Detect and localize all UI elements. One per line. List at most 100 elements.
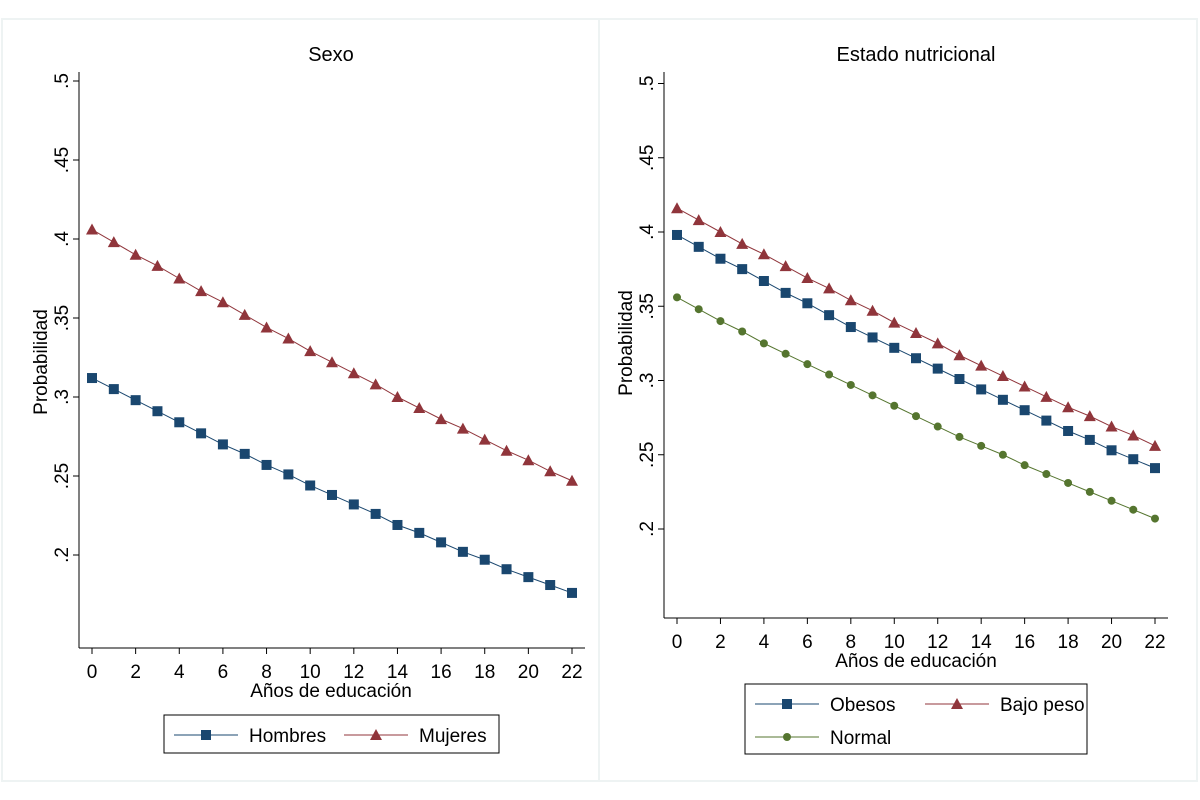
data-point [716, 317, 725, 326]
data-point [86, 223, 98, 235]
data-point [1063, 425, 1074, 436]
y-tick-labels: .2 .25 .3 .35 .4 .45 .5 [52, 73, 79, 563]
data-point [457, 546, 468, 557]
plot-area [78, 72, 585, 649]
data-point [500, 444, 513, 456]
x-tick-label: 2 [130, 662, 141, 683]
y-tick-label: .2 [637, 521, 658, 537]
data-point [435, 413, 448, 425]
legend-label: Bajo peso [1000, 695, 1085, 716]
data-point [216, 296, 229, 308]
data-point [456, 422, 469, 434]
y-tick-label: .35 [637, 293, 658, 319]
plot-area [663, 72, 1168, 619]
data-point [436, 537, 447, 548]
data-point [801, 272, 814, 284]
data-point [239, 448, 250, 459]
data-point [1019, 405, 1030, 416]
x-tick-label: 12 [927, 632, 948, 653]
data-point [282, 332, 295, 344]
data-point [107, 236, 120, 248]
data-point [910, 326, 922, 338]
data-point [1062, 401, 1075, 413]
data-point [195, 285, 208, 297]
data-point [1084, 434, 1095, 445]
data-point [1064, 478, 1073, 487]
data-point [672, 229, 682, 240]
y-axis-label: Probabilidad [31, 309, 52, 415]
data-point [129, 248, 142, 260]
data-point [566, 474, 578, 486]
data-point [715, 253, 726, 264]
x-tick-labels: 0 2 4 6 8 10 12 14 16 18 20 22 [672, 618, 1166, 653]
series-line-hombres [91, 377, 573, 594]
x-tick-label: 16 [431, 662, 452, 683]
legend-item: Bajo peso [925, 695, 1085, 716]
data-point [1020, 461, 1029, 470]
y-tick-label: .4 [637, 224, 658, 240]
data-point [757, 248, 770, 260]
chart-title: Estado nutricional [837, 44, 996, 66]
data-point [478, 433, 491, 445]
data-point [1105, 420, 1118, 432]
data-point [1127, 429, 1140, 441]
data-point [151, 259, 164, 271]
data-point [996, 370, 1009, 382]
data-point [544, 465, 557, 477]
y-tick-label: .5 [637, 76, 658, 92]
data-point [414, 527, 425, 538]
x-tick-label: 12 [343, 662, 364, 683]
data-point [283, 469, 294, 480]
y-tick-label: .2 [52, 547, 73, 563]
data-point [954, 374, 965, 385]
legend-marker [370, 729, 382, 740]
data-point [174, 417, 185, 428]
data-point [1149, 439, 1161, 451]
data-point [997, 394, 1008, 405]
data-point [369, 378, 382, 390]
chart-panel-estado-nutricional: Estado nutricional .2 .25 .3 .35 .4 .45 .5 0 2 4… [616, 44, 1168, 755]
x-axis-label: Años de educación [250, 681, 412, 702]
legend-marker [782, 699, 792, 709]
data-point [975, 359, 988, 371]
x-tick-label: 22 [1144, 632, 1165, 653]
data-point [392, 519, 403, 530]
series-line-mujeres [91, 229, 573, 482]
data-point [413, 402, 426, 414]
y-tick-label: .45 [52, 147, 73, 173]
data-point [866, 304, 879, 316]
data-point [1150, 463, 1160, 474]
data-point [931, 337, 944, 349]
x-tick-label: 14 [387, 662, 409, 683]
data-point [738, 327, 747, 336]
data-point [1128, 454, 1139, 465]
data-point [823, 282, 836, 294]
data-point [977, 441, 986, 450]
data-point [890, 401, 899, 410]
x-tick-label: 20 [518, 662, 539, 683]
y-tick-label: .5 [52, 73, 73, 89]
data-point [522, 454, 535, 466]
data-point [370, 508, 381, 519]
data-point [479, 554, 490, 565]
x-tick-label: 2 [715, 632, 726, 653]
data-point [260, 321, 273, 333]
data-point [845, 322, 856, 333]
legend-label: Mujeres [419, 726, 487, 747]
legend-marker [783, 733, 791, 741]
data-point [217, 439, 228, 450]
data-point [391, 391, 404, 402]
x-tick-label: 18 [1058, 632, 1079, 653]
x-tick-label: 10 [884, 632, 905, 653]
data-point [953, 349, 966, 361]
data-point [304, 345, 317, 357]
data-point [759, 339, 768, 348]
legend-item: Obesos [755, 695, 895, 716]
data-point [545, 580, 556, 591]
data-point [261, 459, 272, 470]
chart-panel-sexo: Sexo .2 .25 .3 .35 .4 .45 .5 0 2 4 6 8 10 12 14 16 18 20… [31, 44, 585, 754]
data-point [933, 422, 942, 431]
data-point [1107, 496, 1116, 505]
